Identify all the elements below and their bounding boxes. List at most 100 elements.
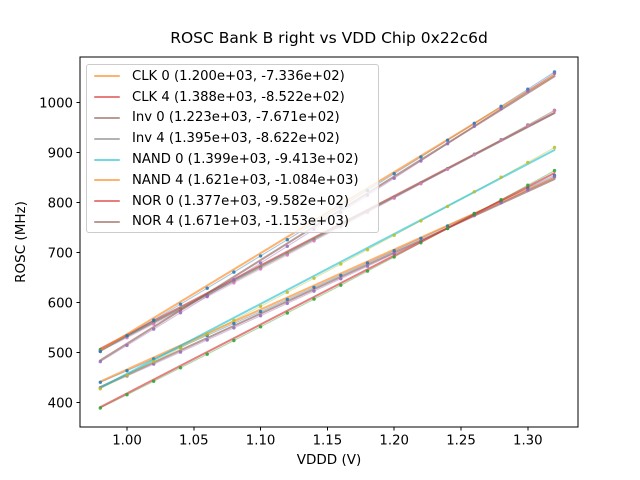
data-point bbox=[152, 379, 156, 383]
plot-frame bbox=[79, 56, 579, 428]
data-point bbox=[205, 338, 209, 342]
data-point bbox=[178, 346, 183, 350]
data-point bbox=[472, 212, 476, 216]
data-point bbox=[472, 121, 476, 126]
legend-line-swatch bbox=[94, 75, 120, 78]
data-point bbox=[392, 172, 396, 176]
y-tick-label: 900 bbox=[48, 146, 73, 161]
legend-label: NAND 0 (1.399e+03, -9.413e+02) bbox=[132, 151, 359, 167]
data-point bbox=[526, 183, 530, 187]
data-point bbox=[552, 175, 557, 179]
data-point bbox=[258, 304, 263, 308]
legend-line-swatch bbox=[94, 116, 120, 119]
data-point bbox=[419, 155, 423, 159]
legend-item-clk-4: CLK 4 (1.388e+03, -8.522e+02) bbox=[87, 87, 378, 108]
data-markers bbox=[98, 145, 557, 391]
legend-line-swatch bbox=[94, 200, 120, 203]
data-point bbox=[232, 281, 236, 285]
data-point bbox=[258, 261, 263, 265]
data-point bbox=[392, 255, 396, 259]
data-point bbox=[339, 262, 343, 266]
data-point bbox=[419, 241, 423, 245]
data-point bbox=[499, 138, 503, 142]
data-point bbox=[178, 350, 183, 354]
data-point bbox=[232, 270, 236, 274]
data-point bbox=[499, 107, 503, 111]
data-point bbox=[205, 294, 209, 298]
legend-item-inv-0: Inv 0 (1.223e+03, -7.671e+02) bbox=[87, 108, 378, 129]
legend-item-nor-0: NOR 0 (1.377e+03, -9.582e+02) bbox=[87, 191, 378, 212]
data-point bbox=[232, 338, 236, 343]
data-point bbox=[178, 311, 183, 315]
x-tick-label: 1.30 bbox=[513, 434, 543, 449]
data-point bbox=[232, 318, 236, 322]
data-point bbox=[472, 153, 476, 157]
x-tick-label: 1.10 bbox=[246, 434, 276, 449]
data-point bbox=[526, 89, 530, 93]
legend-label: NOR 4 (1.671e+03, -1.153e+03) bbox=[132, 214, 350, 230]
x-tick-label: 1.05 bbox=[179, 434, 209, 449]
data-point bbox=[178, 366, 183, 370]
data-point bbox=[152, 318, 156, 322]
data-point bbox=[152, 362, 156, 366]
data-point bbox=[499, 198, 503, 202]
legend-line-swatch bbox=[94, 137, 120, 140]
x-tick-label: 1.20 bbox=[379, 434, 409, 449]
fit-line bbox=[99, 178, 556, 388]
data-point bbox=[365, 264, 370, 268]
data-point bbox=[98, 406, 103, 410]
data-point bbox=[526, 160, 530, 165]
fit-line bbox=[99, 172, 556, 409]
data-point bbox=[285, 253, 289, 257]
data-point bbox=[205, 286, 209, 290]
data-point bbox=[445, 204, 450, 209]
data-point bbox=[312, 297, 316, 301]
data-point bbox=[419, 219, 423, 223]
data-point bbox=[419, 159, 423, 163]
data-point bbox=[285, 311, 289, 315]
y-tick-label: 700 bbox=[48, 246, 73, 261]
x-tick-label: 1.25 bbox=[446, 434, 476, 449]
data-point bbox=[392, 233, 396, 237]
data-point bbox=[178, 302, 183, 306]
legend-line-swatch bbox=[94, 96, 120, 99]
y-tick-label: 800 bbox=[48, 196, 73, 211]
data-point bbox=[205, 352, 209, 356]
data-point bbox=[445, 138, 450, 142]
data-point bbox=[472, 124, 476, 128]
legend-line-swatch bbox=[94, 179, 120, 182]
legend-item-nand-0: NAND 0 (1.399e+03, -9.413e+02) bbox=[87, 149, 378, 170]
data-point bbox=[552, 108, 557, 113]
data-point bbox=[258, 314, 263, 318]
data-point bbox=[285, 301, 289, 306]
data-point bbox=[258, 267, 263, 271]
legend-line-swatch bbox=[94, 158, 120, 161]
data-point bbox=[392, 196, 396, 200]
data-point bbox=[312, 239, 316, 243]
series-nand-0 bbox=[98, 145, 557, 391]
data-point bbox=[365, 269, 370, 273]
data-point bbox=[472, 190, 476, 194]
data-point bbox=[445, 142, 450, 146]
data-point bbox=[552, 71, 557, 76]
legend-label: NOR 0 (1.377e+03, -9.582e+02) bbox=[132, 193, 350, 209]
data-point bbox=[125, 393, 129, 397]
data-markers bbox=[98, 168, 557, 410]
data-point bbox=[552, 168, 557, 173]
legend-item-inv-4: Inv 4 (1.395e+03, -8.622e+02) bbox=[87, 128, 378, 149]
legend-item-nand-4: NAND 4 (1.621e+03, -1.084e+03) bbox=[87, 170, 378, 191]
data-point bbox=[499, 104, 503, 109]
y-tick-label: 600 bbox=[48, 296, 73, 311]
legend: CLK 0 (1.200e+03, -7.336e+02) CLK 4 (1.38… bbox=[86, 64, 379, 233]
data-point bbox=[98, 359, 103, 364]
data-point bbox=[152, 359, 156, 364]
data-point bbox=[125, 334, 129, 338]
data-point bbox=[526, 123, 530, 128]
legend-item-nor-4: NOR 4 (1.671e+03, -1.153e+03) bbox=[87, 212, 378, 233]
data-point bbox=[258, 254, 263, 258]
legend-label: NAND 4 (1.621e+03, -1.084e+03) bbox=[132, 172, 359, 188]
data-point bbox=[285, 238, 289, 242]
x-axis-label: VDDD (V) bbox=[297, 452, 361, 468]
data-point bbox=[339, 277, 343, 281]
